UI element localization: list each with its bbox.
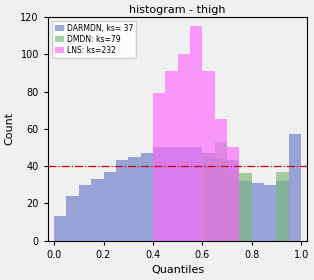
Legend: DARMDN, ks= 37, DMDN: ks=79, LNS: ks=232: DARMDN, ks= 37, DMDN: ks=79, LNS: ks=232 (52, 21, 137, 58)
Bar (239, 181, 252, 241)
Bar (289, 134, 301, 241)
Bar (276, 181, 289, 241)
Bar (165, 147, 178, 241)
X-axis label: Quantiles: Quantiles (151, 265, 204, 275)
Bar (54, 216, 67, 241)
Y-axis label: Count: Count (5, 112, 15, 145)
Bar (178, 147, 190, 241)
Bar (141, 153, 153, 241)
Bar (252, 183, 264, 241)
Bar (215, 120, 227, 241)
Bar (153, 94, 165, 241)
Bar (227, 147, 239, 241)
Bar (116, 160, 128, 241)
Bar (202, 71, 215, 241)
Bar (79, 185, 91, 241)
Bar (178, 54, 190, 241)
Bar (104, 172, 116, 241)
Bar (239, 174, 252, 241)
Bar (128, 157, 141, 241)
Bar (91, 179, 104, 241)
Bar (67, 196, 79, 241)
Bar (227, 160, 239, 241)
Bar (165, 71, 178, 241)
Bar (264, 185, 276, 241)
Title: histogram - thigh: histogram - thigh (129, 5, 226, 15)
Bar (202, 157, 215, 241)
Bar (202, 153, 215, 241)
Bar (215, 158, 227, 241)
Bar (153, 147, 165, 241)
Bar (227, 170, 239, 241)
Bar (190, 147, 202, 241)
Bar (215, 142, 227, 241)
Bar (276, 172, 289, 241)
Bar (190, 26, 202, 241)
